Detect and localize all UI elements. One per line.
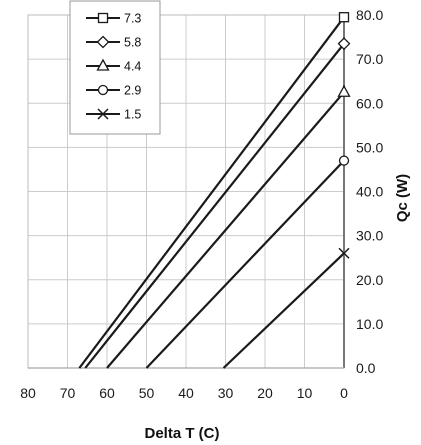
legend-item: 7.3 [86, 12, 141, 26]
legend-marker [97, 108, 109, 120]
series-line [145, 159, 345, 369]
legend-item: 4.4 [86, 58, 141, 74]
series-layer [78, 12, 351, 369]
legend-marker [97, 84, 109, 96]
legend-label: 1.5 [124, 108, 141, 122]
series-2.9 [145, 155, 350, 369]
y-tick-label: 80.0 [356, 7, 383, 23]
x-axis-title: Delta T (C) [145, 425, 220, 442]
x-tick-label: 80 [20, 385, 36, 401]
legend-label: 4.4 [124, 60, 141, 74]
series-line [78, 16, 345, 369]
legend-marker [96, 35, 110, 49]
series-1.5 [222, 247, 350, 369]
series-line [222, 252, 345, 369]
series-7.3 [78, 12, 350, 369]
y-tick-label: 20.0 [356, 272, 383, 288]
y-tick-label: 0.0 [356, 360, 376, 376]
series-line [106, 91, 345, 369]
legend: 7.3 5.8 4.4 2.9 1.5 [69, 0, 161, 135]
legend-label: 5.8 [124, 36, 141, 50]
y-tick-label: 70.0 [356, 51, 383, 67]
y-tick-label: 60.0 [356, 95, 383, 111]
series-4.4 [106, 84, 351, 369]
series-marker [338, 247, 350, 259]
legend-item: 2.9 [86, 84, 141, 98]
plot-frame [27, 14, 345, 369]
x-tick-label: 10 [297, 385, 313, 401]
x-tick-label: 40 [178, 385, 194, 401]
y-tick-label: 10.0 [356, 316, 383, 332]
series-line [84, 42, 345, 369]
legend-marker [96, 58, 110, 71]
legend-item: 1.5 [86, 108, 141, 122]
y-axis-title: Qc (W) [394, 174, 411, 222]
legend-marker [97, 12, 109, 24]
y-tick-label: 50.0 [356, 139, 383, 155]
series-marker [337, 37, 351, 51]
series-5.8 [84, 37, 351, 369]
legend-item: 5.8 [86, 36, 141, 50]
tick-labels: 80 70 60 50 40 30 20 10 0 0.0 10.0 20.0 30.0 40.0 50.0… [20, 7, 383, 401]
legend-label: 7.3 [124, 12, 141, 26]
y-tick-label: 30.0 [356, 228, 383, 244]
x-tick-label: 60 [99, 385, 115, 401]
legend-box [69, 0, 161, 135]
x-tick-label: 50 [139, 385, 155, 401]
series-marker [338, 155, 350, 166]
series-marker [337, 84, 351, 97]
x-tick-label: 30 [218, 385, 234, 401]
x-tick-label: 0 [340, 385, 348, 401]
x-tick-label: 20 [257, 385, 273, 401]
legend-label: 2.9 [124, 84, 141, 98]
x-tick-label: 70 [60, 385, 76, 401]
series-marker [338, 12, 350, 23]
y-tick-label: 40.0 [356, 184, 383, 200]
